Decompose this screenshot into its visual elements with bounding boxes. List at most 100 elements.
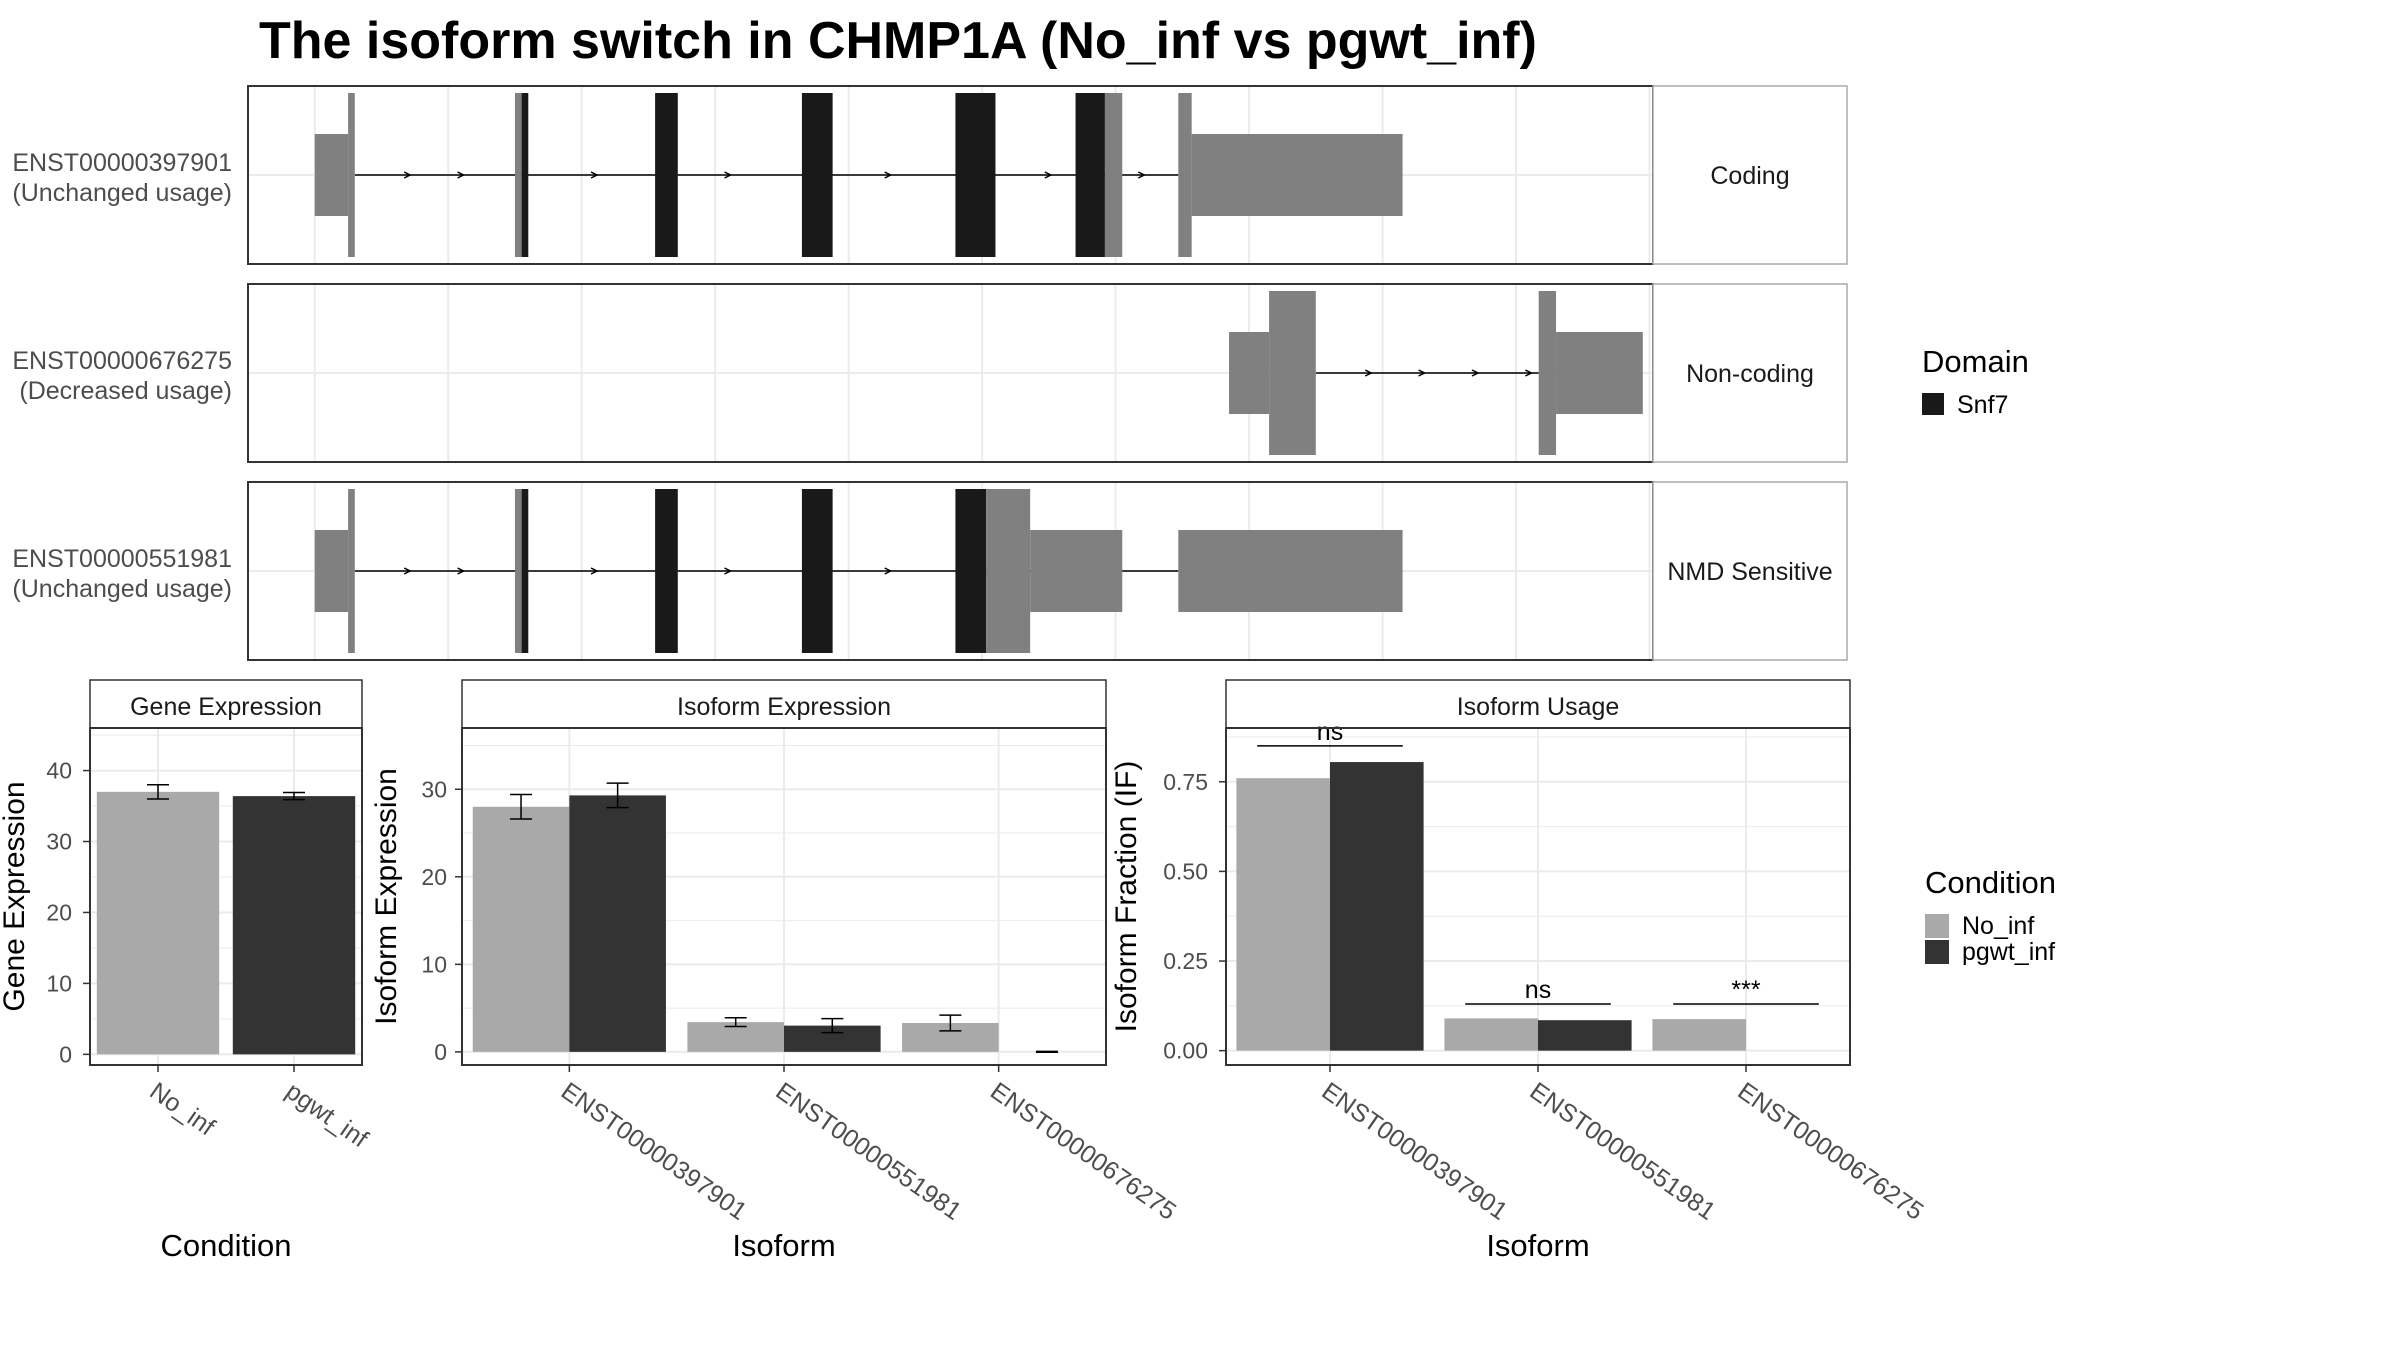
condition-legend-key bbox=[1925, 914, 1949, 938]
expression-panels: Gene Expression 0 10 20 30 40 No_inf pgwt_inf Ge… bbox=[0, 679, 1929, 1263]
error-bar bbox=[606, 782, 629, 809]
domain-exon bbox=[521, 489, 529, 653]
domain-legend-label: Snf7 bbox=[1957, 391, 2008, 419]
x-axis-title: Condition bbox=[161, 1228, 292, 1263]
domain-exon bbox=[955, 93, 996, 257]
x-axis-title: Isoform bbox=[732, 1228, 835, 1263]
significance-label: ns bbox=[1317, 718, 1343, 746]
error-bar bbox=[1035, 1050, 1058, 1054]
domain-exon bbox=[801, 489, 833, 653]
domain-exon bbox=[521, 93, 529, 257]
utr-exon bbox=[1030, 530, 1123, 612]
transcript-id-label: ENST00000551981 bbox=[12, 545, 232, 573]
transcript-class-label: Coding bbox=[1710, 162, 1789, 190]
utr-exon bbox=[986, 489, 1031, 653]
x-tick-label: ENST00000551981 bbox=[771, 1077, 967, 1226]
error-bar bbox=[724, 1016, 747, 1028]
utr-exon bbox=[514, 93, 522, 257]
domain-exon bbox=[655, 489, 678, 653]
strand-arrow bbox=[884, 567, 893, 575]
y-tick-label: 20 bbox=[421, 864, 447, 890]
error-bar bbox=[147, 784, 169, 800]
x-tick-label: No_inf bbox=[145, 1077, 220, 1141]
bar-No_inf bbox=[96, 791, 220, 1055]
strand-arrow bbox=[403, 171, 412, 179]
y-tick-label: 20 bbox=[46, 899, 72, 925]
x-tick-label: ENST00000397901 bbox=[556, 1077, 752, 1226]
y-tick-label: 30 bbox=[46, 829, 72, 855]
strand-arrow bbox=[590, 171, 599, 179]
condition-legend-title: Condition bbox=[1925, 865, 2056, 900]
utr-exon bbox=[348, 489, 355, 653]
transcript-id-label: ENST00000676275 bbox=[12, 347, 232, 375]
panel-strip-label: Isoform Expression bbox=[677, 693, 891, 721]
condition-legend-label: No_inf bbox=[1962, 912, 2034, 940]
domain-exon bbox=[801, 93, 833, 257]
utr-exon bbox=[314, 530, 349, 612]
utr-exon bbox=[1269, 291, 1316, 455]
strand-arrow bbox=[457, 171, 466, 179]
panel-strip bbox=[1225, 679, 1851, 729]
utr-exon bbox=[1556, 332, 1643, 414]
condition-legend-key bbox=[1925, 940, 1949, 964]
domain-exon bbox=[955, 489, 987, 653]
transcript-class-label: Non-coding bbox=[1686, 360, 1814, 388]
significance-label: ns bbox=[1525, 976, 1551, 1004]
transcript-usage-label: (Unchanged usage) bbox=[12, 179, 232, 207]
error-bar bbox=[821, 1017, 844, 1034]
strand-arrow bbox=[724, 567, 733, 575]
y-tick-label: 0.25 bbox=[1163, 948, 1208, 974]
bar-pgwt_inf bbox=[1330, 762, 1424, 1051]
domain-legend-title: Domain bbox=[1922, 344, 2029, 379]
x-tick-label: pgwt_inf bbox=[281, 1077, 373, 1153]
y-axis-title: Gene Expression bbox=[0, 781, 31, 1011]
strand-arrow bbox=[457, 567, 466, 575]
y-tick-label: 40 bbox=[46, 758, 72, 784]
domain-legend-key bbox=[1922, 393, 1944, 415]
utr-exon bbox=[514, 489, 522, 653]
bar-No_inf bbox=[1444, 1018, 1538, 1051]
domain-exon bbox=[1075, 93, 1105, 257]
utr-exon bbox=[1229, 332, 1270, 414]
class-strip bbox=[1652, 85, 1848, 265]
class-strip bbox=[1652, 283, 1848, 463]
strand-arrow bbox=[403, 567, 412, 575]
y-tick-label: 0.75 bbox=[1163, 769, 1208, 795]
strand-arrow bbox=[884, 171, 893, 179]
x-tick-label: ENST00000676275 bbox=[985, 1077, 1181, 1226]
figure-title: The isoform switch in CHMP1A (No_inf vs … bbox=[259, 12, 1537, 70]
y-tick-label: 0 bbox=[434, 1039, 447, 1065]
domain-exon bbox=[655, 93, 678, 257]
strand-arrow bbox=[1364, 369, 1373, 377]
condition-legend-label: pgwt_inf bbox=[1962, 938, 2055, 966]
panel-strip-label: Gene Expression bbox=[130, 693, 322, 721]
utr-exon bbox=[1191, 134, 1403, 216]
significance-label: *** bbox=[1731, 976, 1760, 1004]
bar-pgwt_inf bbox=[232, 796, 356, 1055]
utr-exon bbox=[348, 93, 355, 257]
x-tick-label: ENST00000551981 bbox=[1525, 1077, 1721, 1226]
bar-pgwt_inf bbox=[569, 795, 666, 1052]
bar-No_inf bbox=[472, 806, 570, 1052]
bar-No_inf bbox=[1652, 1019, 1746, 1051]
y-tick-label: 0 bbox=[59, 1041, 72, 1067]
utr-exon bbox=[1178, 530, 1403, 612]
y-tick-label: 30 bbox=[421, 776, 447, 802]
strand-arrow bbox=[590, 567, 599, 575]
strand-arrow bbox=[724, 171, 733, 179]
error-bar bbox=[510, 793, 533, 820]
utr-exon bbox=[1538, 291, 1557, 455]
panel-strip bbox=[461, 679, 1107, 729]
error-bar bbox=[283, 791, 305, 801]
transcript-class-label: NMD Sensitive bbox=[1667, 558, 1832, 586]
transcript-usage-label: (Unchanged usage) bbox=[12, 575, 232, 603]
y-axis-title: Isoform Expression bbox=[370, 768, 403, 1025]
x-tick-label: ENST00000397901 bbox=[1317, 1077, 1513, 1226]
y-tick-label: 10 bbox=[421, 951, 447, 977]
transcript-usage-label: (Decreased usage) bbox=[19, 377, 232, 405]
y-tick-label: 10 bbox=[46, 970, 72, 996]
strand-arrow bbox=[1525, 369, 1534, 377]
